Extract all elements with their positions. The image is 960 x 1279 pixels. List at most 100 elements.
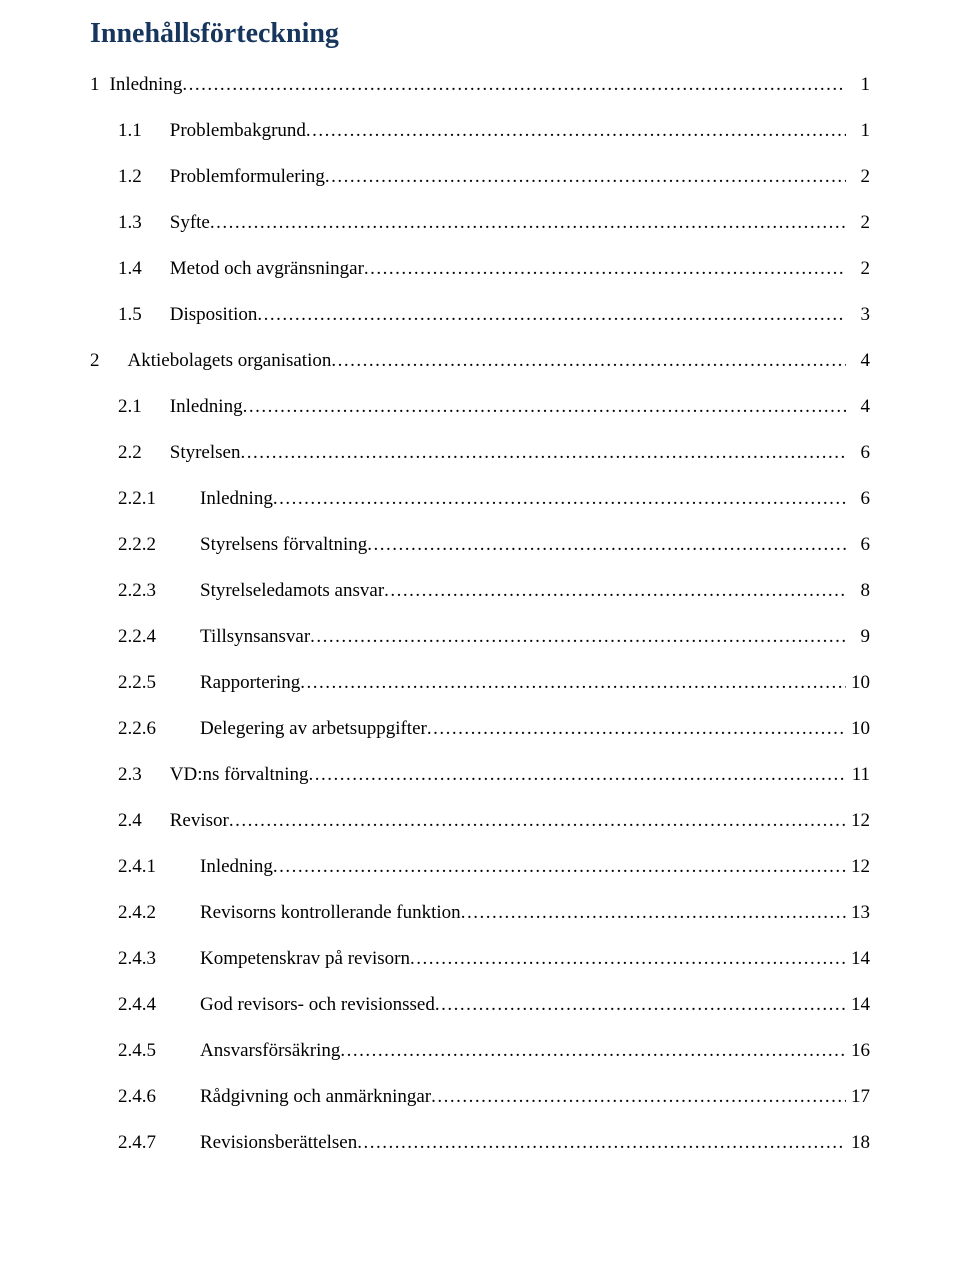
toc-entry-label: Inledning (110, 74, 183, 96)
toc-entry-label: Delegering av arbetsuppgifter (200, 718, 427, 740)
toc-entry-label: Revisor (170, 810, 229, 832)
toc-entry: 2.2.3 Styrelseledamots ansvar 8 (90, 580, 870, 602)
toc-entry-label: Inledning (200, 856, 273, 878)
toc-entry: 1.4 Metod och avgränsningar 2 (90, 258, 870, 280)
toc-entry-number: 1.5 (118, 304, 142, 326)
toc-entry-page: 4 (846, 350, 870, 372)
toc-entry-page: 14 (846, 948, 870, 970)
toc-entry-label: Tillsynsansvar (200, 626, 310, 648)
toc-entry-number: 2.2 (118, 442, 142, 464)
toc-entry: 1.1 Problembakgrund 1 (90, 120, 870, 142)
toc-entry-label: VD:ns förvaltning (170, 764, 309, 786)
toc-entry-label: Styrelseledamots ansvar (200, 580, 384, 602)
toc-entry-number: 2.2.1 (118, 488, 172, 510)
toc-entry-number: 2.4.1 (118, 856, 172, 878)
toc-entry: 1.5 Disposition 3 (90, 304, 870, 326)
toc-entry-label: Inledning (200, 488, 273, 510)
toc-entry: 2.4Revisor12 (90, 810, 870, 832)
toc-leader-dots (243, 396, 846, 418)
toc-leader-dots (364, 258, 846, 280)
toc-entry: 2.2.4 Tillsynsansvar 9 (90, 626, 870, 648)
toc-entry-label: Styrelsen (170, 442, 241, 464)
toc-entry-page: 1 (846, 74, 870, 96)
toc-entry-page: 6 (846, 442, 870, 464)
toc-leader-dots (325, 166, 846, 188)
toc-leader-dots (309, 764, 846, 786)
toc-entry: 2.4.1 Inledning 12 (90, 856, 870, 878)
toc-entry-label: God revisors- och revisionssed (200, 994, 435, 1016)
toc-entry-page: 3 (846, 304, 870, 326)
toc-entry-number: 2.4.3 (118, 948, 172, 970)
toc-entry-page: 1 (846, 120, 870, 142)
toc-entry-label: Syfte (170, 212, 210, 234)
toc-entry-page: 12 (846, 856, 870, 878)
toc-entry-number: 2 (90, 350, 100, 372)
toc-entry-number: 2.2.4 (118, 626, 172, 648)
toc-leader-dots (273, 488, 846, 510)
toc-entry-number: 2.4.4 (118, 994, 172, 1016)
toc-entry-number: 2.4.7 (118, 1132, 172, 1154)
toc-leader-dots (310, 626, 846, 648)
toc-entry-number: 1.4 (118, 258, 142, 280)
toc-leader-dots (229, 810, 846, 832)
page-title: Innehållsförteckning (90, 18, 870, 50)
toc-entry-page: 9 (846, 626, 870, 648)
toc-entry-page: 4 (846, 396, 870, 418)
toc-entry: 1.2Problemformulering2 (90, 166, 870, 188)
toc-entry-page: 16 (846, 1040, 870, 1062)
toc-entry-number: 1.3 (118, 212, 142, 234)
toc-entry-page: 17 (846, 1086, 870, 1108)
toc-leader-dots (357, 1132, 846, 1154)
toc-entry-page: 12 (846, 810, 870, 832)
toc-entry-label: Problemformulering (170, 166, 325, 188)
toc-entry: 2.3 VD:ns förvaltning 11 (90, 764, 870, 786)
toc-leader-dots (210, 212, 846, 234)
toc-entry: 1 Inledning 1 (90, 74, 870, 96)
toc-entry: 1.3 Syfte 2 (90, 212, 870, 234)
toc-entry-label: Rådgivning och anmärkningar (200, 1086, 431, 1108)
toc-entry-page: 2 (846, 166, 870, 188)
toc-entry-page: 6 (846, 488, 870, 510)
toc-leader-dots (306, 120, 846, 142)
toc-entry: 2.4.3Kompetenskrav på revisorn14 (90, 948, 870, 970)
toc-entry: 2.2.1 Inledning 6 (90, 488, 870, 510)
toc-entry-label: Inledning (170, 396, 243, 418)
toc-entry: 2.2 Styrelsen 6 (90, 442, 870, 464)
toc-entry-page: 2 (846, 258, 870, 280)
toc-entry: 2.4.5Ansvarsförsäkring16 (90, 1040, 870, 1062)
toc-entry-number: 1.1 (118, 120, 142, 142)
toc-entry-number: 2.4.2 (118, 902, 172, 924)
toc-leader-dots (367, 534, 846, 556)
toc-leader-dots (240, 442, 846, 464)
toc-entry-page: 14 (846, 994, 870, 1016)
toc-entry-label: Metod och avgränsningar (170, 258, 364, 280)
toc-entry-label: Rapportering (200, 672, 300, 694)
toc-entry-page: 10 (846, 718, 870, 740)
toc-entry-page: 2 (846, 212, 870, 234)
toc-leader-dots (410, 948, 846, 970)
toc-entry: 2.2.6 Delegering av arbetsuppgifter 10 (90, 718, 870, 740)
toc-leader-dots (300, 672, 846, 694)
toc-entry-page: 10 (846, 672, 870, 694)
toc-entry: 2.1 Inledning 4 (90, 396, 870, 418)
toc-entry-number: 2.3 (118, 764, 142, 786)
toc-entry-label: Disposition (170, 304, 258, 326)
toc-entry-number: 2.2.3 (118, 580, 172, 602)
toc-entry: 2.4.4 God revisors- och revisionssed 14 (90, 994, 870, 1016)
toc-entry-number: 2.1 (118, 396, 142, 418)
toc-entry-number: 2.2.6 (118, 718, 172, 740)
toc-entry-number: 2.2.5 (118, 672, 172, 694)
toc-leader-dots (331, 350, 846, 372)
toc-leader-dots (257, 304, 846, 326)
toc-entry-page: 8 (846, 580, 870, 602)
toc-leader-dots (273, 856, 846, 878)
toc-entry-number: 1 (90, 74, 100, 96)
toc-entry-page: 18 (846, 1132, 870, 1154)
toc-entry-number: 2.2.2 (118, 534, 172, 556)
toc-entry: 2.2.2Styrelsens förvaltning6 (90, 534, 870, 556)
toc-entry-page: 11 (846, 764, 870, 786)
toc-entry-label: Problembakgrund (170, 120, 306, 142)
toc-leader-dots (431, 1086, 846, 1108)
toc-leader-dots (435, 994, 846, 1016)
toc-entry-page: 13 (846, 902, 870, 924)
